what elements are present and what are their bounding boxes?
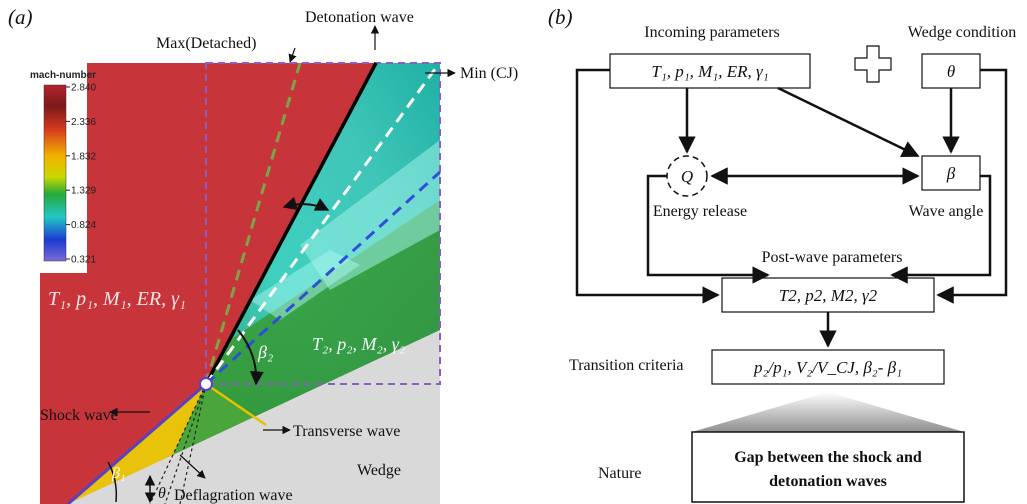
panel-a: (a) mach-number 2.840 2.336 1.832 1.329 0.82… (8, 5, 518, 504)
beta2-arc (237, 329, 264, 386)
incoming-to-beta-arrow (777, 86, 920, 158)
colorbar-tick-label: 0.824 (71, 220, 96, 231)
colorbar-title: mach-number (30, 70, 96, 81)
colorbar-tick-label: 0.321 (71, 255, 96, 266)
nature-line-2: detonation waves (769, 473, 887, 490)
panel-a-tag: (a) (8, 5, 33, 29)
beta-box-text: β (946, 164, 956, 183)
deflagration-lines (149, 383, 207, 504)
max-detached-pointer (288, 47, 297, 63)
panel-b: (b) Incoming parameters T₁, p₁, M₁, ER, … (548, 5, 1016, 503)
wave-angle-label: Wave angle (909, 203, 984, 220)
max-detached-label: Max(Detached) (156, 35, 256, 52)
transverse-wave-label: Transverse wave (293, 423, 400, 440)
wedge-box-text: θ (947, 62, 955, 81)
q-node-text: Q (681, 167, 693, 186)
flow-connectors (575, 68, 1008, 348)
colorbar-tick-label: 2.336 (71, 117, 96, 128)
post-state-label: T₂, p₂, M₂, γ₂ (312, 334, 405, 354)
min-cj-label: Min (CJ) (460, 65, 518, 82)
deflagration-wave-label: Deflagration wave (174, 487, 293, 504)
q-to-post-arrow (646, 174, 770, 284)
colorbar-ticks: 2.840 2.336 1.832 1.329 0.824 0.321 (66, 83, 96, 266)
beta1-arc (107, 461, 118, 503)
shock-wave-line (67, 382, 207, 504)
beta-box (921, 155, 981, 191)
min-cj-line (204, 64, 440, 385)
plus-icon (854, 45, 892, 83)
colorbar-tick-label: 1.329 (71, 186, 96, 197)
panel-b-tag: (b) (548, 5, 573, 29)
wedge-to-post-arrow (936, 68, 1008, 304)
max-detached-line (204, 62, 302, 385)
nature-label: Nature (598, 465, 642, 482)
criteria-label: Transition criteria (569, 357, 684, 374)
nature-line-1: Gap between the shock and (734, 449, 922, 466)
nature-funnel (692, 392, 964, 432)
wedge-label: Wedge (357, 462, 401, 479)
wedge-title: Wedge condition (908, 24, 1016, 41)
detonation-wave-label: Detonation wave (305, 9, 414, 26)
energy-release-label: Energy release (653, 203, 747, 220)
incoming-box-text: T₁, p₁, M₁, ER, γ₁ (651, 62, 768, 81)
incoming-to-post-arrow (575, 68, 720, 304)
beta-to-post-arrow (890, 174, 992, 284)
nature-box (691, 431, 965, 503)
transverse-wave-line (205, 382, 267, 427)
criteria-box-text: p₂/p₁, V₂/V_CJ, β₂- β₁ (753, 358, 902, 377)
colorbar (43, 84, 67, 262)
detonation-wave-line (204, 62, 378, 385)
angle-range-arrow (282, 196, 330, 211)
domain-box (205, 62, 441, 385)
incoming-title: Incoming parameters (644, 24, 780, 41)
colorbar-tick-label: 1.832 (71, 151, 96, 162)
shock-wave-label: Shock wave (40, 407, 118, 424)
criteria-box (711, 349, 945, 385)
triple-point-marker (199, 377, 213, 391)
wedge-box (921, 53, 981, 89)
post-wave-title: Post-wave parameters (762, 249, 903, 266)
post-wave-box-text: T2, p2, M2, γ2 (779, 286, 878, 305)
theta-label: θ (158, 485, 166, 502)
beta1-label: β₁ (111, 465, 126, 482)
colorbar-tick-label: 2.840 (71, 83, 96, 94)
beta2-label: β₂ (257, 342, 273, 362)
incoming-state-label: T₁, p₁, M₁, ER, γ₁ (48, 288, 186, 310)
deflagration-pointer (179, 454, 206, 479)
